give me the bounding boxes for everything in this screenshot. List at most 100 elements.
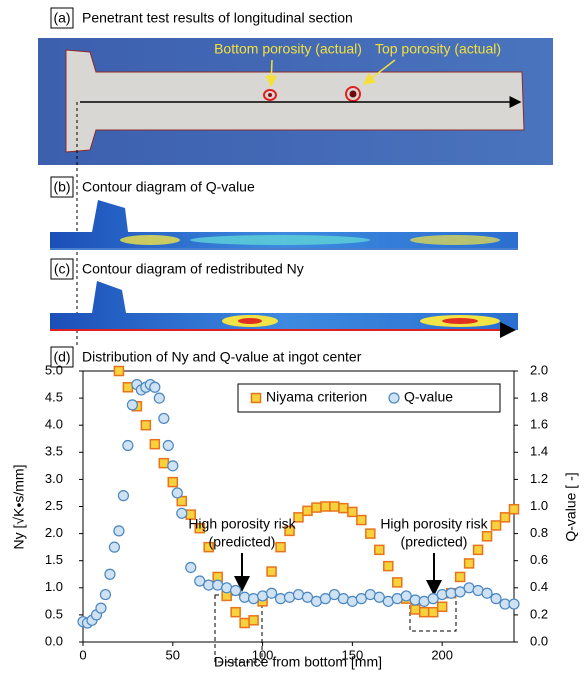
point [492,521,501,530]
figure: (a) Penetrant test results of longitudin… [0,0,587,673]
y2-tick-label: 1.4 [530,444,548,459]
porosity [350,91,357,98]
point [105,569,115,579]
y2-tick-label: 2.0 [530,362,548,377]
point [510,505,519,514]
point [159,459,168,468]
x-tick-label: 100 [252,647,274,662]
contour-zone [442,318,478,324]
annotation: Bottom porosity (actual) [214,41,362,57]
point [231,586,241,596]
y2-tick-label: 0.4 [530,579,548,594]
legend-label: Niyama criterion [266,389,367,405]
annotation: High porosity risk [380,516,488,532]
point [366,529,375,538]
y-tick-label: 1.0 [45,579,63,594]
point [159,413,169,423]
point [172,488,182,498]
y-tick-label: 2.5 [45,498,63,513]
point [267,567,276,576]
x-tick-label: 150 [342,647,364,662]
contour-zone [120,235,180,245]
y-tick-label: 4.0 [45,417,63,432]
y2-tick-label: 0.6 [530,552,548,567]
point [154,393,164,403]
point [249,616,258,625]
point [429,608,438,617]
point [168,478,177,487]
y-tick-label: 4.5 [45,390,63,405]
x-tick-label: 200 [431,647,453,662]
annotation: High porosity risk [188,516,296,532]
point [100,590,110,600]
y-tick-label: 3.0 [45,471,63,486]
y2-tick-label: 0.2 [530,606,548,621]
panel-label: (c) [54,261,70,277]
y2-tick-label: 0.0 [530,633,548,648]
contour-zone [238,318,262,324]
point [303,506,312,515]
panel-title: Contour diagram of Q-value [82,179,255,195]
point [339,504,348,513]
point [123,441,133,451]
point [240,592,250,602]
point [114,367,123,376]
panel-title: Contour diagram of redistributed Ny [82,261,304,277]
point [186,562,196,572]
point [393,578,402,587]
porosity [268,93,272,97]
point [438,602,447,611]
y-axis-label: Ny [√K•s/mm] [11,465,27,550]
panel-title: Penetrant test results of longitudinal s… [82,10,353,26]
point [276,543,285,552]
point [96,603,106,613]
legend-marker [389,393,399,403]
point [123,383,132,392]
point [114,526,124,536]
point [118,491,128,501]
annotation: (predicted) [209,534,276,550]
y-tick-label: 3.5 [45,444,63,459]
chart-title: Distribution of Ny and Q-value at ingot … [82,349,362,365]
y2-tick-label: 1.2 [530,471,548,486]
point [456,572,465,581]
contour-zone [190,235,370,245]
point [420,608,429,617]
legend-label: Q-value [404,389,453,405]
point [163,441,173,451]
panel-label: (b) [53,179,70,195]
y2-tick-label: 0.8 [530,525,548,540]
point [127,400,137,410]
y-tick-label: 1.5 [45,552,63,567]
point [357,516,366,525]
point [141,421,150,430]
point [312,503,321,512]
point [240,619,249,628]
point [168,461,178,471]
x-tick-label: 0 [79,647,86,662]
contour-zone [410,235,500,245]
y-tick-label: 2.0 [45,525,63,540]
arrow [271,60,272,86]
point [150,382,160,392]
point [410,595,420,605]
y2-tick-label: 1.8 [530,390,548,405]
point [491,594,501,604]
annotation: Top porosity (actual) [375,41,501,57]
point [177,508,187,518]
point [509,599,519,609]
point [109,542,119,552]
point [321,502,330,511]
point [411,605,420,614]
point [150,440,159,449]
x-tick-label: 50 [166,647,180,662]
point [231,608,240,617]
point [437,590,447,600]
point [375,545,384,554]
point [501,513,510,522]
y2-tick-label: 1.6 [530,417,548,432]
point [474,545,483,554]
point [384,562,393,571]
point [267,588,277,598]
y2-axis-label: Q-value [ -] [563,472,579,541]
